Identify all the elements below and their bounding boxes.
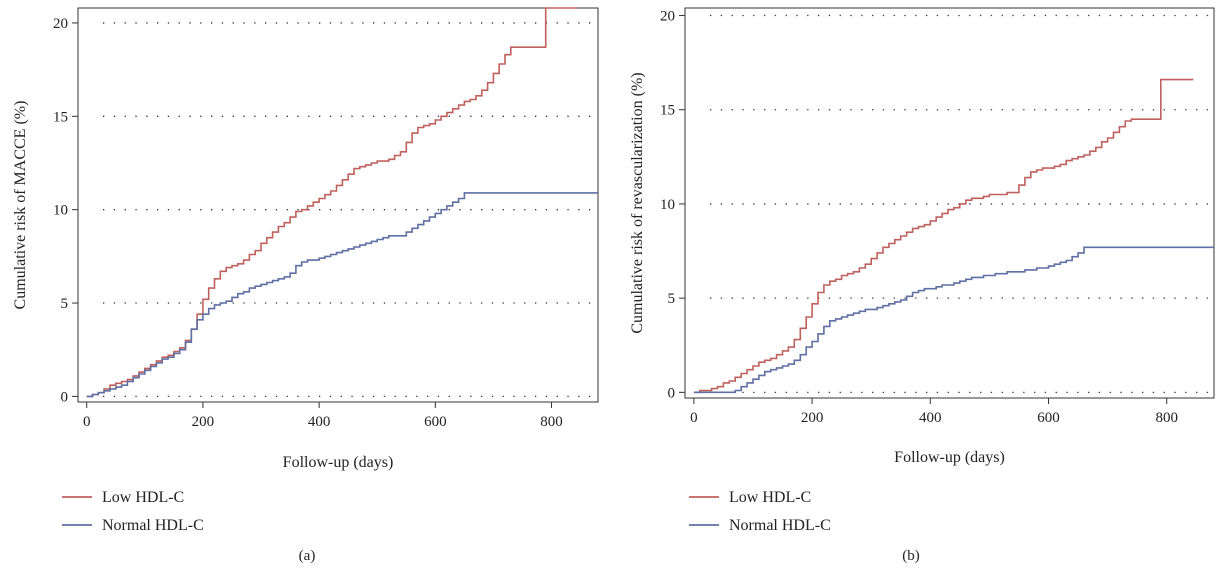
y-tick-label-5: 5 (668, 291, 676, 307)
plot-frame (77, 7, 599, 403)
chart-panel-a: 0 5 10 15 20 0 200 400 600 800 Follow-up (days) Cum… (12, 7, 599, 564)
x-tick-label-200: 200 (801, 410, 824, 426)
x-tick-label-200: 200 (192, 414, 215, 430)
x-tick-label-400: 400 (308, 414, 331, 430)
panel-label: (a) (299, 548, 316, 564)
x-tick-label-0: 0 (83, 414, 91, 430)
y-tick-label-10: 10 (53, 203, 68, 219)
x-tick-label-600: 600 (1037, 410, 1060, 426)
legend-label-normal-hdl-c: Normal HDL-C (729, 517, 831, 534)
y-tick-label-20: 20 (660, 9, 675, 25)
chart-panel-b: 0 5 10 15 20 0 200 400 600 800 Follow-up (days) Cum… (609, 0, 1218, 570)
x-axis-title: Follow-up (days) (894, 449, 1005, 466)
y-tick-label-0: 0 (61, 389, 69, 405)
y-tick-label-20: 20 (53, 16, 68, 32)
y-axis-title: Cumulative risk of revascularization (%) (629, 72, 646, 333)
series-line-low-hdl-c (86, 7, 578, 398)
y-tick-label-5: 5 (61, 296, 69, 312)
legend-label-low-hdl-c: Low HDL-C (729, 489, 811, 506)
y-axis-title: Cumulative risk of MACCE (%) (12, 101, 29, 310)
x-axis-title: Follow-up (days) (283, 454, 394, 471)
y-tick-label-15: 15 (660, 103, 675, 119)
y-tick-label-15: 15 (53, 109, 68, 125)
legend-label-normal-hdl-c: Normal HDL-C (102, 517, 204, 534)
x-tick-label-400: 400 (919, 410, 942, 426)
x-tick-label-0: 0 (690, 410, 698, 426)
x-tick-label-800: 800 (1155, 410, 1178, 426)
x-tick-label-800: 800 (540, 414, 563, 430)
legend-label-low-hdl-c: Low HDL-C (102, 489, 184, 506)
plot-frame (684, 7, 1215, 399)
series-line-normal-hdl-c (693, 246, 1214, 394)
panel-label: (b) (902, 548, 920, 564)
series-line-low-hdl-c (693, 78, 1194, 394)
series-line-normal-hdl-c (86, 192, 598, 398)
y-tick-label-10: 10 (660, 197, 675, 213)
x-tick-label-600: 600 (424, 414, 447, 430)
y-tick-label-0: 0 (668, 385, 676, 401)
